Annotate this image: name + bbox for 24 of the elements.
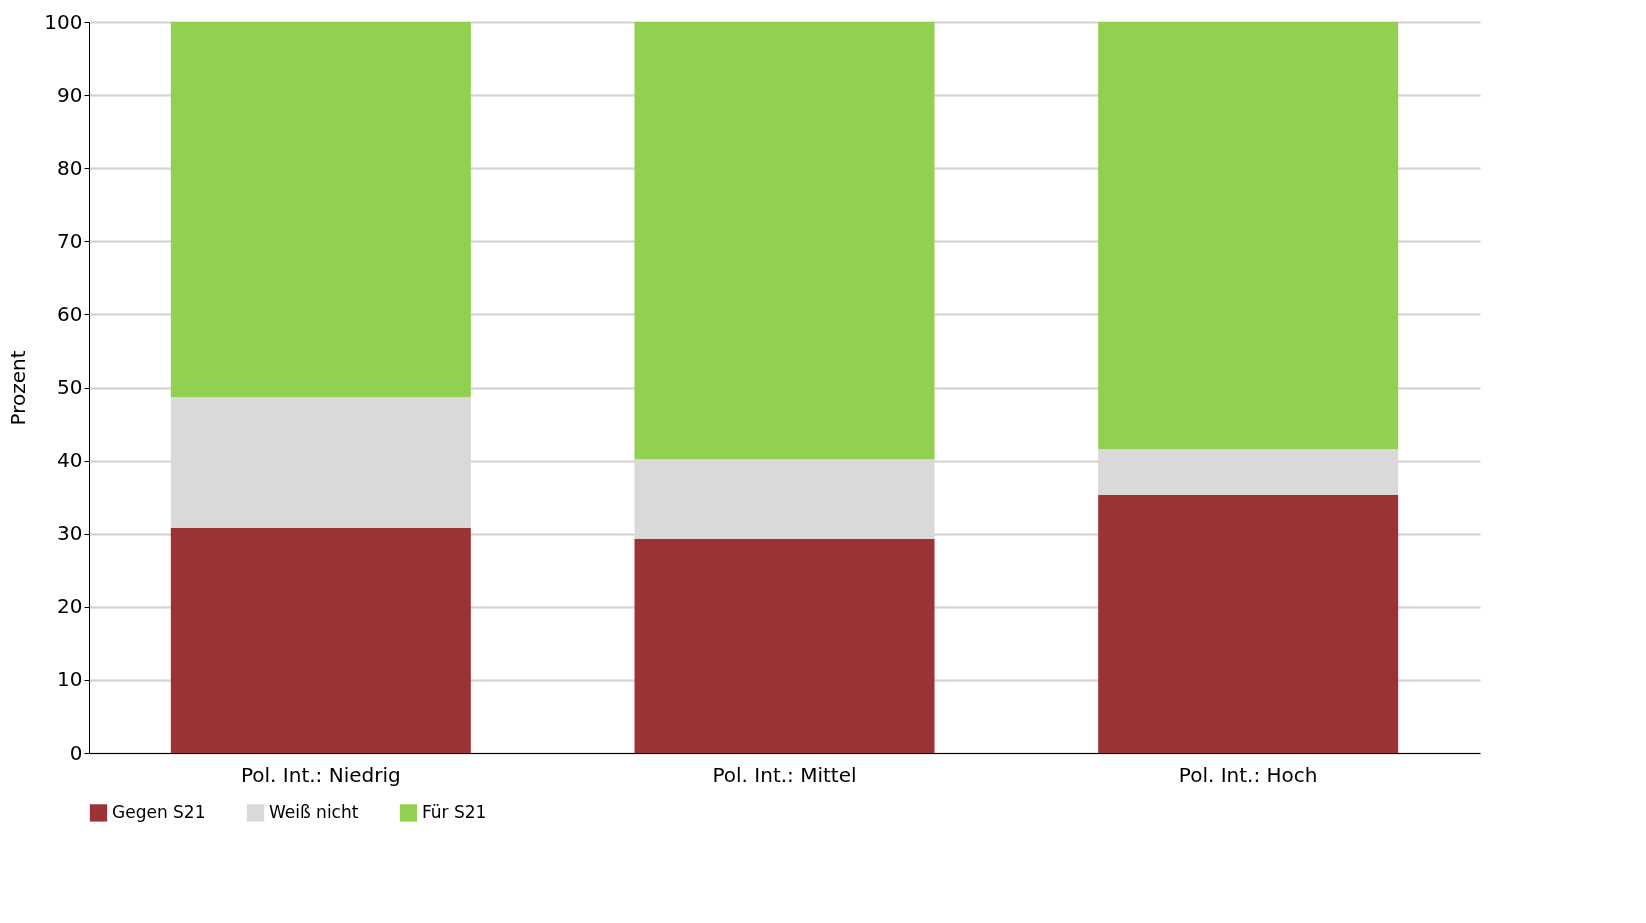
bar [1098, 494, 1399, 753]
y-tick-label: 100 [44, 9, 83, 34]
y-axis-title: Prozent [6, 350, 31, 426]
bar [634, 22, 935, 460]
y-tick-label: 70 [57, 228, 83, 253]
x-tick-label: Pol. Int.: Niedrig [240, 762, 401, 787]
y-tick-label: 40 [57, 448, 83, 473]
bar [1098, 22, 1399, 449]
x-tick-label: Pol. Int.: Hoch [1178, 762, 1318, 787]
legend-label: Weiß nicht [269, 801, 359, 822]
y-tick-label: 10 [57, 667, 83, 692]
y-tick-label: 30 [57, 521, 83, 546]
y-tick-label: 50 [57, 375, 83, 399]
legend-label: Gegen S21 [112, 801, 206, 822]
bar [170, 22, 471, 397]
bar [634, 538, 935, 753]
x-tick-label: Pol. Int.: Mittel [712, 762, 857, 787]
y-tick-label: 80 [57, 155, 83, 180]
y-tick-label: 20 [57, 594, 83, 619]
bar [170, 527, 471, 753]
legend-label: Für S21 [422, 801, 487, 822]
y-tick-label: 0 [69, 740, 83, 765]
y-tick-label: 60 [57, 301, 83, 326]
y-tick-label: 90 [57, 82, 83, 107]
